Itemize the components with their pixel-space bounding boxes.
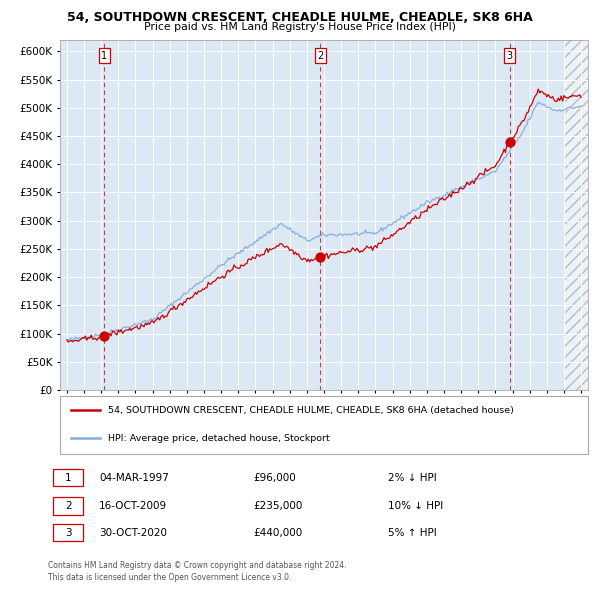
Point (99, 331, 109, 340)
Point (505, 137, 514, 146)
Text: 5% ↑ HPI: 5% ↑ HPI (388, 527, 437, 537)
Text: 1: 1 (65, 473, 71, 483)
FancyBboxPatch shape (53, 469, 83, 487)
Text: £235,000: £235,000 (253, 501, 302, 511)
Text: 54, SOUTHDOWN CRESCENT, CHEADLE HULME, CHEADLE, SK8 6HA: 54, SOUTHDOWN CRESCENT, CHEADLE HULME, C… (67, 11, 533, 24)
Text: 10% ↓ HPI: 10% ↓ HPI (388, 501, 443, 511)
FancyBboxPatch shape (53, 497, 83, 515)
Text: Contains HM Land Registry data © Crown copyright and database right 2024.
This d: Contains HM Land Registry data © Crown c… (48, 561, 347, 582)
Text: 2: 2 (317, 51, 323, 61)
FancyBboxPatch shape (60, 396, 588, 454)
Text: 2% ↓ HPI: 2% ↓ HPI (388, 473, 437, 483)
Text: 16-OCT-2009: 16-OCT-2009 (100, 501, 167, 511)
Text: 2: 2 (65, 501, 71, 511)
Point (316, 253, 325, 262)
Text: £440,000: £440,000 (253, 527, 302, 537)
Text: HPI: Average price, detached house, Stockport: HPI: Average price, detached house, Stoc… (107, 434, 329, 442)
FancyBboxPatch shape (53, 524, 83, 542)
Text: 04-MAR-1997: 04-MAR-1997 (100, 473, 169, 483)
Text: 30-OCT-2020: 30-OCT-2020 (100, 527, 167, 537)
Text: £96,000: £96,000 (253, 473, 296, 483)
Text: 3: 3 (65, 527, 71, 537)
Text: Price paid vs. HM Land Registry's House Price Index (HPI): Price paid vs. HM Land Registry's House … (144, 22, 456, 32)
Text: 54, SOUTHDOWN CRESCENT, CHEADLE HULME, CHEADLE, SK8 6HA (detached house): 54, SOUTHDOWN CRESCENT, CHEADLE HULME, C… (107, 405, 514, 415)
Text: 1: 1 (101, 51, 107, 61)
Text: 3: 3 (506, 51, 513, 61)
